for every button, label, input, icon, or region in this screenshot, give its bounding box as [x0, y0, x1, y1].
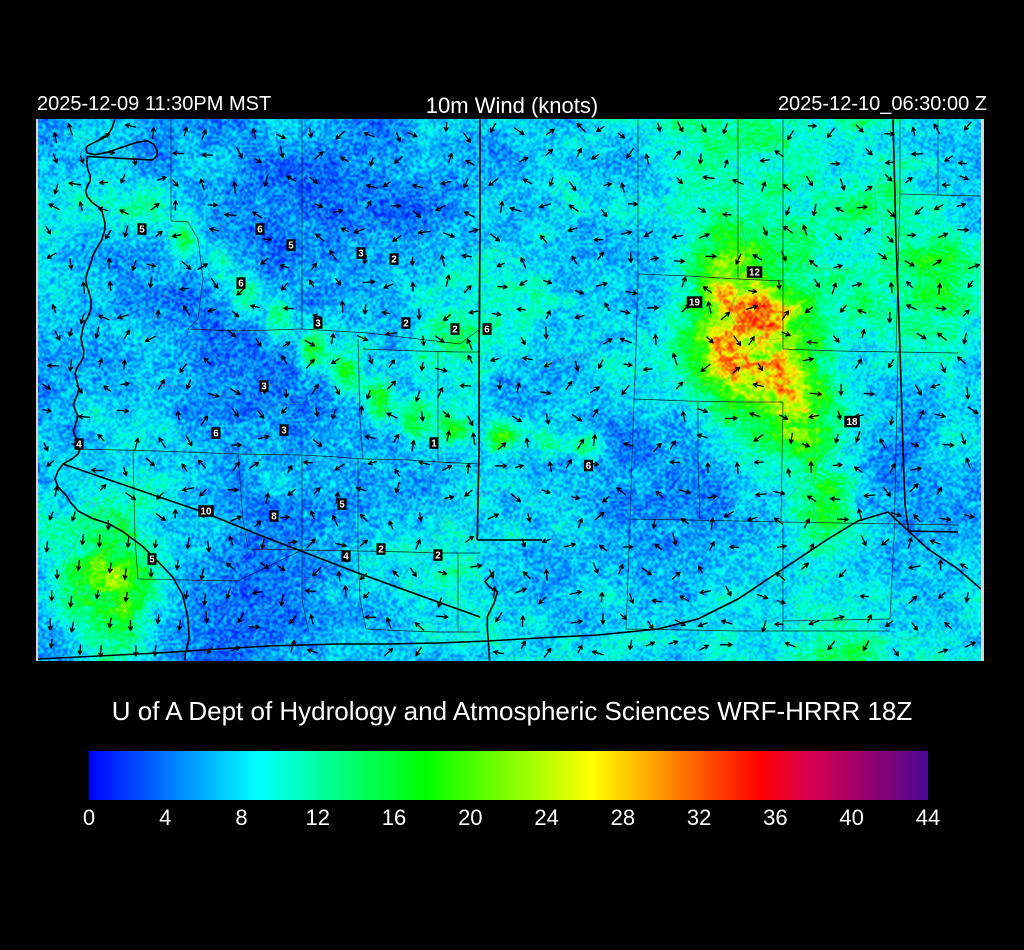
svg-text:4: 4: [76, 439, 82, 450]
svg-text:3: 3: [358, 248, 364, 259]
svg-text:5: 5: [149, 554, 155, 565]
svg-text:2: 2: [391, 254, 397, 265]
svg-text:3: 3: [315, 318, 321, 329]
svg-text:6: 6: [257, 224, 263, 235]
svg-text:8: 8: [271, 511, 277, 522]
svg-text:12: 12: [749, 267, 760, 278]
svg-text:5: 5: [139, 224, 145, 235]
svg-text:6: 6: [238, 278, 244, 289]
svg-text:5: 5: [339, 499, 345, 510]
svg-text:4: 4: [343, 551, 349, 562]
svg-text:6: 6: [484, 324, 490, 335]
svg-text:3: 3: [281, 425, 287, 436]
svg-text:10: 10: [201, 506, 212, 517]
svg-text:6: 6: [586, 461, 592, 472]
svg-text:3: 3: [261, 381, 267, 392]
svg-text:2: 2: [435, 550, 441, 561]
svg-text:1: 1: [431, 438, 437, 449]
svg-text:2: 2: [378, 544, 384, 555]
svg-text:5: 5: [288, 240, 294, 251]
svg-text:6: 6: [213, 428, 219, 439]
svg-text:2: 2: [452, 324, 458, 335]
svg-text:19: 19: [689, 297, 700, 308]
svg-text:2: 2: [403, 318, 409, 329]
svg-text:18: 18: [847, 417, 858, 428]
